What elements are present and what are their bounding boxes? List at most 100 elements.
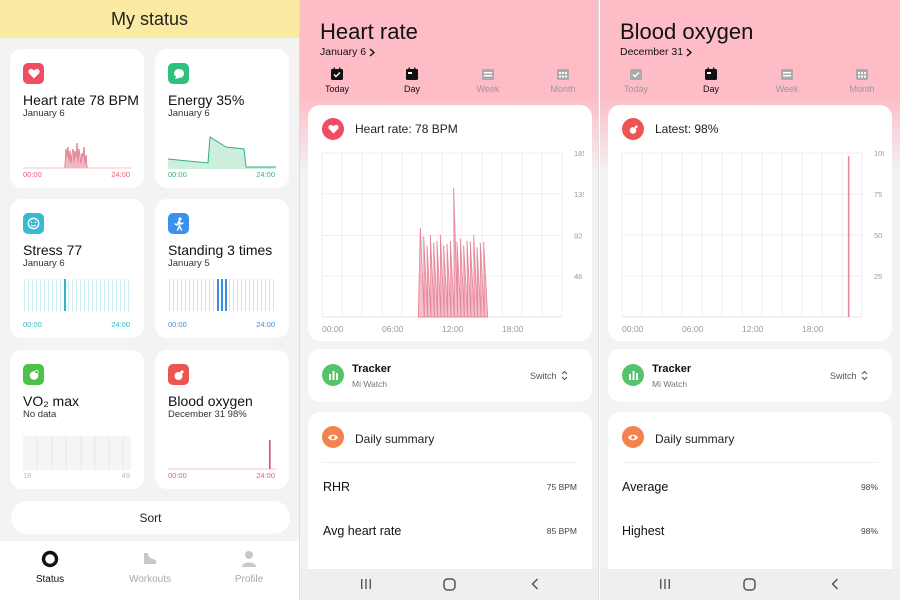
summary-row-label: Highest xyxy=(622,524,665,538)
tab-week-label: Week xyxy=(775,84,799,94)
tab-week[interactable]: Week xyxy=(757,67,817,94)
summary-row-label: RHR xyxy=(323,480,351,494)
stress-title: Stress 77 xyxy=(23,242,83,258)
standing-card[interactable]: Standing 3 times January 5 00:00 24:00 xyxy=(155,199,289,338)
heart-rate-card[interactable]: Heart rate 78 BPM January 6 00:00 24:00 xyxy=(10,49,144,188)
back-icon[interactable] xyxy=(831,578,839,590)
tab-today-label: Today xyxy=(324,84,350,94)
stress-mini-chart xyxy=(24,279,129,311)
blood-oxygen-date-selector[interactable]: December 31 xyxy=(620,46,693,58)
energy-date: January 6 xyxy=(168,108,210,119)
blood-oxygen-mini-chart xyxy=(168,440,276,470)
blood-oxygen-page-title: Blood oxygen xyxy=(620,19,754,44)
nav-status[interactable]: Status xyxy=(0,541,100,600)
status-ring-icon xyxy=(41,549,59,569)
tab-today[interactable]: Today xyxy=(606,67,666,94)
standing-mini-chart xyxy=(169,279,274,311)
tab-month[interactable]: Month xyxy=(832,67,892,94)
energy-card[interactable]: Energy 35% January 6 00:00 24:00 xyxy=(155,49,289,188)
heart-rate-title: Heart rate 78 BPM xyxy=(23,92,139,108)
vo2-max-card[interactable]: VO₂ max No data 18 49 xyxy=(10,350,144,489)
tracker-switch-label: Switch xyxy=(830,370,857,381)
tab-week[interactable]: Week xyxy=(458,67,518,94)
back-icon[interactable] xyxy=(531,578,539,590)
daily-summary-card: Daily summary RHR 75 BPM Avg heart rate … xyxy=(308,412,592,582)
my-status-screen: My status Heart rate 78 BPM January 6 00… xyxy=(0,0,299,600)
system-nav-bar xyxy=(300,569,598,600)
tab-week-label: Week xyxy=(476,84,500,94)
period-tabs: Today Day Week Month xyxy=(300,67,598,99)
recent-apps-icon[interactable] xyxy=(659,578,671,590)
blood-oxygen-end-time: 24:00 xyxy=(256,471,275,480)
heart-rate-date-selector[interactable]: January 6 xyxy=(320,46,376,58)
summary-row-label: Avg heart rate xyxy=(323,524,402,538)
calendar-day-icon xyxy=(406,67,418,80)
vo2-max-min-label: 18 xyxy=(23,471,32,480)
home-icon[interactable] xyxy=(743,578,756,591)
daily-summary-card: Daily summary Average 98% Highest 98% xyxy=(608,412,892,582)
data-point xyxy=(453,187,455,190)
heart-rate-date-label: January 6 xyxy=(320,46,367,58)
chevron-up-down-icon xyxy=(861,370,867,381)
daily-summary-title: Daily summary xyxy=(655,432,735,446)
person-icon xyxy=(241,549,257,569)
chevron-right-icon xyxy=(686,47,693,57)
x-tick-label: 06:00 xyxy=(382,324,404,334)
divider xyxy=(598,0,599,600)
tracker-card[interactable]: Tracker Mi Watch Switch xyxy=(608,349,892,402)
chat-bubble-icon xyxy=(168,63,189,84)
tab-day[interactable]: Day xyxy=(681,67,741,94)
page-title: My status xyxy=(0,0,299,38)
energy-end-time: 24:00 xyxy=(256,170,275,179)
heart-rate-chart: 185 139 92 46 00:00 06:00 12:00 18:00 xyxy=(321,151,584,334)
stress-card[interactable]: Stress 77 January 6 00:00 24:00 xyxy=(10,199,144,338)
standing-date: January 5 xyxy=(168,258,210,269)
chevron-right-icon xyxy=(369,47,376,57)
data-point xyxy=(439,234,441,237)
blood-oxygen-date-label: December 31 xyxy=(620,46,684,58)
calendar-month-icon xyxy=(856,69,868,80)
daily-summary-title: Daily summary xyxy=(355,432,435,446)
blood-oxygen-screen: Blood oxygen December 31 Today Day Week … xyxy=(600,0,900,600)
standing-start-time: 00:00 xyxy=(168,320,187,329)
nav-workouts[interactable]: Workouts xyxy=(100,541,200,600)
tab-month[interactable]: Month xyxy=(533,67,593,94)
summary-row-value: 98% xyxy=(860,526,878,536)
shoe-icon xyxy=(141,549,159,569)
tracker-switch[interactable]: Switch xyxy=(530,370,568,381)
data-point xyxy=(466,241,468,243)
y-tick-label: 185 xyxy=(574,151,584,158)
blood-oxygen-chart-card: Latest: 98% 100 75 50 25 00:00 06:00 12:00 18:0… xyxy=(608,105,892,341)
stress-date: January 6 xyxy=(23,258,65,269)
recent-apps-icon[interactable] xyxy=(360,578,372,590)
x-tick-label: 12:00 xyxy=(442,324,464,334)
sort-button[interactable]: Sort xyxy=(11,501,290,534)
heart-rate-end-time: 24:00 xyxy=(111,170,130,179)
data-point xyxy=(459,238,461,240)
data-point xyxy=(436,241,438,243)
stress-start-time: 00:00 xyxy=(23,320,42,329)
data-point xyxy=(423,236,425,238)
heart-rate-chart-card: Heart rate: 78 BPM 185139924600:0006:001… xyxy=(308,105,592,341)
home-icon[interactable] xyxy=(443,578,456,591)
heart-rate-mini-chart xyxy=(23,142,131,169)
y-tick-label: 139 xyxy=(574,190,584,199)
vo2-max-mini-chart xyxy=(23,436,131,470)
tracker-switch[interactable]: Switch xyxy=(830,370,868,381)
data-point xyxy=(429,234,431,237)
period-tabs: Today Day Week Month xyxy=(600,67,900,99)
bar-chart-icon xyxy=(322,364,344,386)
tab-today[interactable]: Today xyxy=(307,67,367,94)
nav-profile[interactable]: Profile xyxy=(199,541,299,600)
x-tick-label: 12:00 xyxy=(742,324,764,334)
tracker-card[interactable]: Tracker Mi Watch Switch xyxy=(308,349,592,402)
data-point xyxy=(476,247,478,249)
activity-icon xyxy=(23,364,44,385)
blood-oxygen-card[interactable]: Blood oxygen December 31 98% 00:00 24:00 xyxy=(155,350,289,489)
data-point xyxy=(473,234,475,237)
blood-oxygen-title: Blood oxygen xyxy=(168,393,253,409)
summary-divider xyxy=(622,462,878,463)
calendar-week-icon xyxy=(781,69,793,80)
tab-day[interactable]: Day xyxy=(382,67,442,94)
summary-row-value: 75 BPM xyxy=(546,482,577,492)
